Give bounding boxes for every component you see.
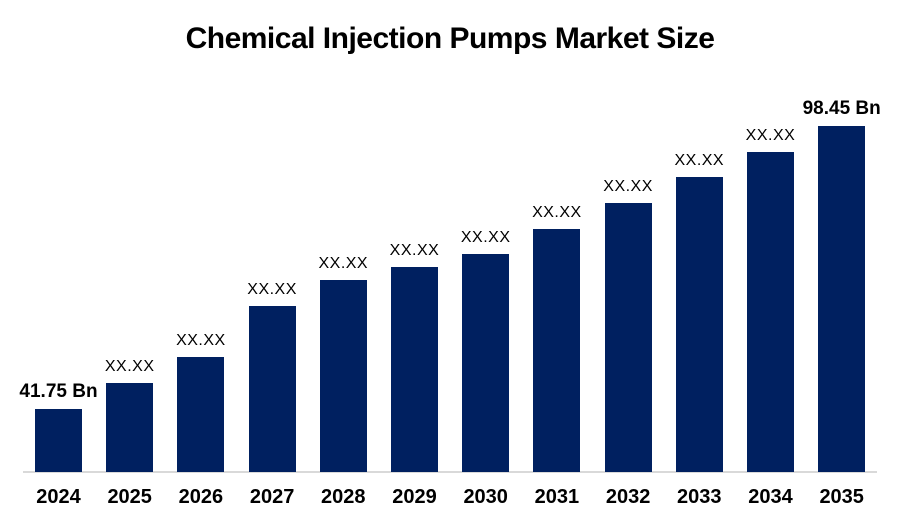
chart-title: Chemical Injection Pumps Market Size	[185, 22, 715, 55]
value-label-2029: XX.XX	[389, 242, 440, 259]
x-tick-2031: 2031	[534, 486, 580, 508]
x-tick-2030: 2030	[463, 486, 508, 508]
x-axis-line	[23, 471, 877, 473]
bar-2025	[106, 383, 154, 472]
x-tick-2028: 2028	[321, 486, 366, 508]
bar-2029	[391, 267, 438, 472]
x-tick-2035: 2035	[819, 486, 864, 508]
x-tick-2029: 2029	[392, 486, 437, 508]
value-label-2034: XX.XX	[745, 127, 796, 144]
bar-2024	[35, 409, 82, 472]
value-label-2026: XX.XX	[176, 332, 226, 349]
bar-2032	[604, 203, 652, 472]
bar-2026	[177, 357, 225, 472]
bar-2034	[747, 152, 794, 472]
value-label-2035: 98.45 Bn	[802, 98, 881, 119]
bar-2033	[675, 177, 723, 472]
bar-2030	[462, 254, 510, 472]
value-label-2028: XX.XX	[318, 255, 369, 272]
bar-2028	[319, 280, 367, 472]
x-tick-2033: 2033	[677, 486, 722, 508]
value-label-2033: XX.XX	[674, 152, 725, 169]
x-tick-2024: 2024	[36, 486, 81, 508]
x-tick-2026: 2026	[178, 486, 224, 508]
bar-2027	[248, 306, 296, 472]
x-tick-2027: 2027	[249, 486, 295, 508]
bar-2031	[533, 229, 581, 472]
value-label-2032: XX.XX	[603, 178, 653, 195]
value-label-2024: 41.75 Bn	[19, 381, 98, 402]
value-label-2030: XX.XX	[460, 229, 511, 246]
x-tick-2025: 2025	[107, 486, 152, 508]
value-label-2025: XX.XX	[104, 358, 155, 375]
x-tick-2032: 2032	[605, 486, 651, 508]
bar-2035	[818, 126, 866, 472]
x-tick-2034: 2034	[748, 486, 793, 508]
value-label-2027: XX.XX	[247, 281, 297, 298]
value-label-2031: XX.XX	[532, 204, 582, 221]
